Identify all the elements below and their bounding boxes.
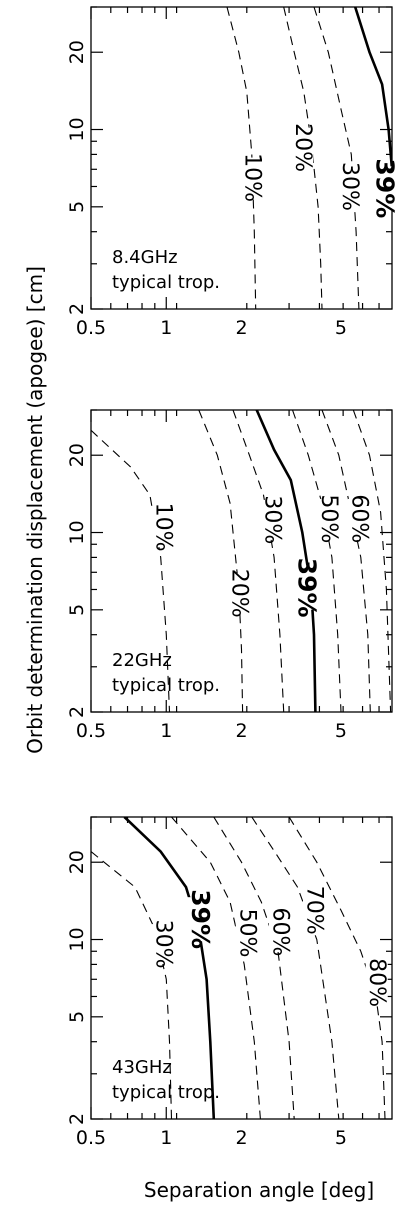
contour-label: 30% <box>260 495 285 544</box>
contour-label-bg <box>235 913 258 954</box>
x-tick-label: 2 <box>235 720 247 742</box>
plot-frame <box>90 816 393 1120</box>
x-tick-label: 2 <box>235 1127 247 1149</box>
contour-label: 30% <box>150 920 175 969</box>
contour-line <box>91 429 171 712</box>
contour-label-bg <box>151 507 174 548</box>
contour-label: 50% <box>234 909 259 958</box>
x-tick-label: 2 <box>235 317 247 339</box>
panel-8ghz: 0.5 1 2 5 2 5 10 20 10% 20% 30% 39% 8.4GHz typical tr… <box>66 6 399 339</box>
contour-label-bg <box>268 911 291 952</box>
contour-line <box>352 410 392 712</box>
panel-frequency-label: 8.4GHz <box>112 247 178 268</box>
y-tick-label: 5 <box>66 604 88 616</box>
y-tick-label: 10 <box>66 117 88 141</box>
panel-frequency-label: 22GHz <box>112 650 172 671</box>
contour-label: 20% <box>226 569 251 618</box>
contour-line-bold <box>353 7 392 170</box>
contour-line <box>288 817 386 1119</box>
panel-43ghz: 0.5 1 2 5 2 5 10 20 30% 39% 50% 60% 70% 80% 43GHz typic… <box>66 816 393 1149</box>
x-tick-label: 1 <box>160 720 172 742</box>
contour-label: 60% <box>346 494 371 543</box>
x-axis-title: Separation angle [deg] <box>144 1178 374 1202</box>
contour-label: 39% <box>186 889 215 949</box>
panel-22ghz: 0.5 1 2 5 2 5 10 20 10% 20% 30% 39% 50% 60% 22GHz typic… <box>66 409 393 742</box>
y-tick-label: 20 <box>66 40 88 64</box>
contour-label: 39% <box>370 158 399 218</box>
y-tick-label: 10 <box>66 520 88 544</box>
contour-line <box>321 410 371 712</box>
y-tick-label: 2 <box>66 706 88 718</box>
y-tick-label: 5 <box>66 1011 88 1023</box>
contour-label: 30% <box>337 162 362 211</box>
contour-label: 60% <box>267 908 292 957</box>
contour-label-bg <box>227 573 250 614</box>
x-tick-label: 1 <box>160 317 172 339</box>
x-tick-label: 0.5 <box>76 1127 106 1149</box>
contour-label: 50% <box>316 494 341 543</box>
contour-label-bg <box>303 890 326 931</box>
plot-frame <box>90 409 393 713</box>
y-tick-label: 20 <box>66 850 88 874</box>
contour-label-bg <box>187 897 214 942</box>
contour-line <box>91 851 173 1119</box>
y-axis-title: Orbit determination displacement (apogee… <box>23 266 47 754</box>
contour-line <box>171 817 261 1119</box>
contour-label: 80% <box>364 958 389 1007</box>
contour-line <box>251 817 340 1119</box>
contour-line <box>198 410 244 712</box>
y-tick-label: 5 <box>66 201 88 213</box>
contour-label: 20% <box>290 123 315 172</box>
panel-troposphere-label: typical trop. <box>112 1082 220 1103</box>
x-tick-label: 0.5 <box>76 317 106 339</box>
contour-line-bold <box>255 410 317 712</box>
contour-label-bg <box>261 499 284 540</box>
contour-label: 70% <box>302 886 327 935</box>
x-tick-label: 0.5 <box>76 720 106 742</box>
contour-label-bg <box>347 498 370 539</box>
contour-line <box>226 7 257 309</box>
contour-label-bg <box>240 157 263 198</box>
contour-label: 10% <box>239 153 264 202</box>
x-tick-label: 5 <box>335 1127 347 1149</box>
y-tick-label: 2 <box>66 303 88 315</box>
x-tick-label: 1 <box>160 1127 172 1149</box>
panel-troposphere-label: typical trop. <box>112 675 220 696</box>
contour-label: 10% <box>150 503 175 552</box>
contour-label-bg <box>291 127 314 168</box>
contour-line <box>213 817 295 1119</box>
contour-label-bg <box>365 962 388 1003</box>
contour-label: 39% <box>292 558 321 618</box>
y-tick-label: 20 <box>66 443 88 467</box>
x-tick-label: 5 <box>335 317 347 339</box>
y-tick-label: 2 <box>66 1113 88 1125</box>
contour-line <box>313 7 360 309</box>
contour-label-bg <box>371 166 398 211</box>
contour-label-bg <box>151 924 174 965</box>
contour-label-bg <box>293 565 320 610</box>
y-tick-label: 10 <box>66 927 88 951</box>
panel-troposphere-label: typical trop. <box>112 272 220 293</box>
panel-frequency-label: 43GHz <box>112 1057 172 1078</box>
contour-label-bg <box>338 166 361 207</box>
contour-label-bg <box>317 498 340 539</box>
x-tick-label: 5 <box>335 720 347 742</box>
